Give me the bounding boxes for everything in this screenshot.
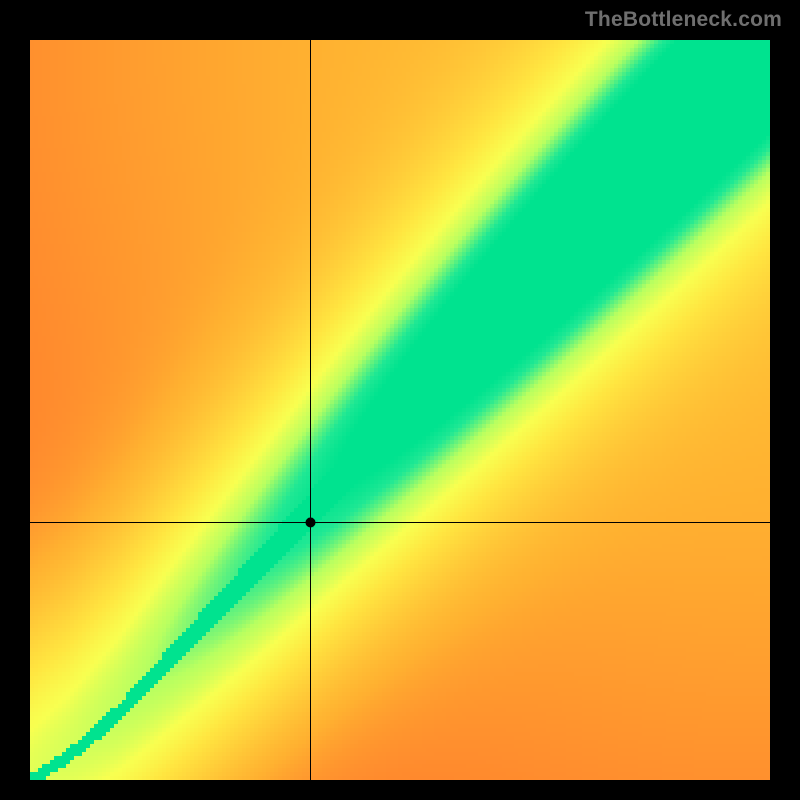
- bottleneck-heatmap: [30, 40, 770, 780]
- figure-root: TheBottleneck.com: [0, 0, 800, 800]
- source-watermark: TheBottleneck.com: [585, 8, 782, 32]
